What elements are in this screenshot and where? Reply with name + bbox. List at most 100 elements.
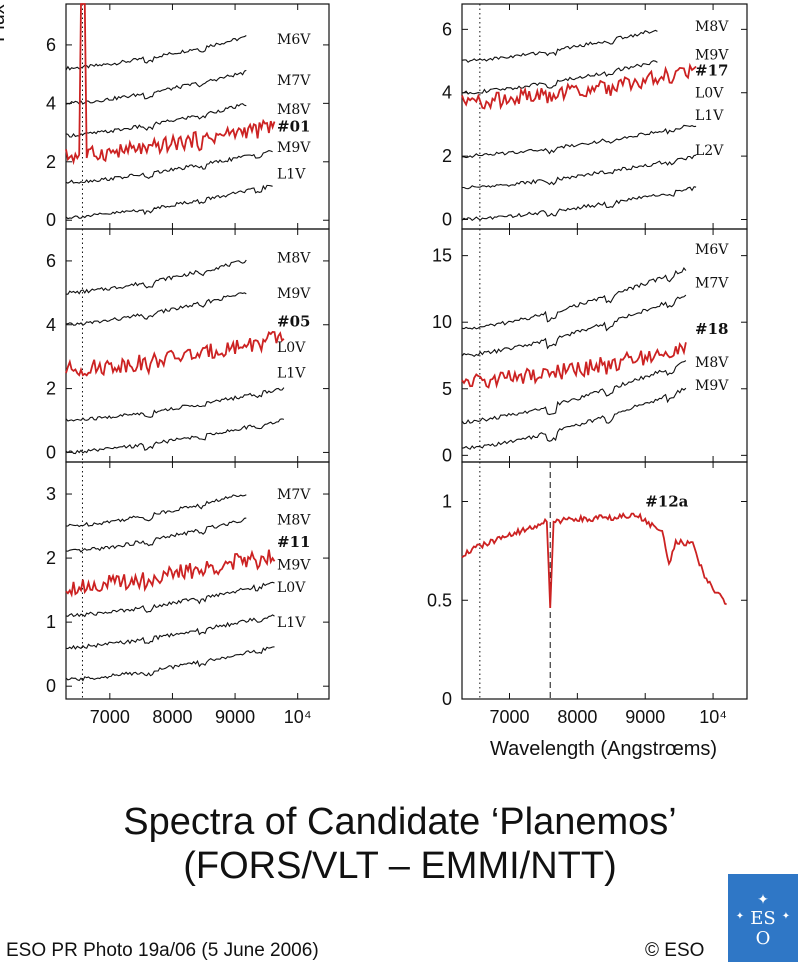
spectrum-M7V bbox=[65, 69, 247, 105]
x-tick-label: 8000 bbox=[557, 707, 597, 727]
x-tick-label: 10⁴ bbox=[284, 707, 312, 727]
spectrum-L1V bbox=[65, 418, 285, 455]
spectrum-M8V bbox=[461, 29, 658, 63]
series-label: L1V bbox=[277, 366, 306, 382]
series-label: L2V bbox=[695, 143, 724, 159]
series-label: M9V bbox=[277, 140, 311, 156]
spectrum-M7V bbox=[461, 294, 687, 357]
copyright-notice: © ESO bbox=[645, 940, 705, 961]
panel-frame bbox=[461, 461, 748, 700]
y-tick-label: 10 bbox=[432, 312, 452, 332]
y-tick-label: 1 bbox=[46, 612, 56, 632]
series-label: M8V bbox=[695, 19, 729, 35]
spectrum-M9V bbox=[461, 60, 658, 95]
y-tick-label: 4 bbox=[46, 315, 56, 335]
y-tick-label: 0.5 bbox=[427, 590, 452, 610]
series-label: M9V bbox=[695, 378, 729, 394]
photo-caption: ESO PR Photo 19a/06 (5 June 2006) bbox=[6, 940, 319, 961]
y-tick-label: 6 bbox=[442, 19, 452, 39]
panel-5: 0 5 10 15 M6V M7V #18 M8V M9V bbox=[432, 228, 748, 465]
series-label: M7V bbox=[695, 275, 729, 291]
panel-frame bbox=[65, 461, 330, 700]
y-tick-label: 0 bbox=[442, 689, 452, 709]
series-label: L0V bbox=[277, 340, 306, 356]
y-tick-label: 2 bbox=[46, 379, 56, 399]
figure-title-line1: Spectra of Candidate ‘Planemos’ bbox=[123, 801, 677, 843]
x-tick-label: 9000 bbox=[215, 707, 255, 727]
panel-4: 0 2 4 6 M8V M9V#17 L0V L1V L2V bbox=[442, 3, 748, 230]
series-label: M7V bbox=[277, 487, 311, 503]
x-tick-label: 8000 bbox=[152, 707, 192, 727]
y-tick-label: 4 bbox=[442, 83, 452, 103]
series-label: M9V bbox=[277, 286, 311, 302]
spectrum-L1V bbox=[65, 184, 273, 220]
y-tick-label: 15 bbox=[432, 246, 452, 266]
eso-logo-icon: ✦ ES O ✦ ✦ bbox=[728, 874, 798, 962]
spectrum-obj-18 bbox=[461, 341, 687, 389]
svg-text:✦: ✦ bbox=[782, 911, 790, 922]
y-tick-label: 0 bbox=[442, 445, 452, 465]
series-label: M8V bbox=[277, 513, 311, 529]
y-tick-label: 4 bbox=[46, 93, 56, 113]
spectrum-obj-05 bbox=[65, 330, 285, 377]
y-tick-label: 2 bbox=[46, 152, 56, 172]
spectrum-obj-01 bbox=[65, 3, 276, 166]
y-tick-label: 2 bbox=[442, 146, 452, 166]
series-label: M6V bbox=[277, 32, 311, 48]
series-label: L0V bbox=[277, 580, 306, 596]
spectrum-M7V bbox=[65, 494, 247, 528]
spectrum-M6V bbox=[461, 266, 687, 330]
series-label: L0V bbox=[695, 86, 724, 102]
spectrum-obj-12a bbox=[461, 512, 727, 609]
x-tick-label: 10⁴ bbox=[699, 707, 727, 727]
spectrum-L0V bbox=[462, 124, 697, 159]
series-label: M8V bbox=[695, 355, 729, 371]
panel-1: 0 2 4 6 M6V M7V M8V#01 M9V L1V bbox=[46, 3, 330, 230]
series-label: L1V bbox=[277, 615, 306, 631]
spectrum-obj-17 bbox=[461, 62, 697, 111]
series-label: #17 bbox=[695, 62, 728, 80]
panel-2: 0 2 4 6 M8V M9V #05 L0V L1V bbox=[46, 228, 330, 463]
spectrum-L1V bbox=[65, 646, 275, 682]
spectrum-L1V bbox=[462, 154, 697, 190]
x-tick-label: 7000 bbox=[489, 707, 529, 727]
svg-text:✦: ✦ bbox=[736, 911, 744, 922]
figure-title-line2: (FORS/VLT – EMMI/NTT) bbox=[183, 845, 617, 887]
y-tick-label: 5 bbox=[442, 379, 452, 399]
series-label: M9V bbox=[277, 557, 311, 573]
y-tick-label: 0 bbox=[46, 676, 56, 696]
series-label: M9V bbox=[695, 48, 729, 64]
spectrum-M9V bbox=[461, 387, 687, 450]
x-axis-label: Wavelength (Angstrœms) bbox=[490, 738, 718, 760]
y-tick-label: 3 bbox=[46, 484, 56, 504]
spectrum-M6V bbox=[65, 35, 247, 71]
svg-text:✦: ✦ bbox=[757, 892, 769, 908]
series-label: M6V bbox=[695, 242, 729, 258]
series-label: L1V bbox=[277, 166, 306, 182]
spectrum-M9V bbox=[65, 150, 273, 184]
series-label: M7V bbox=[277, 73, 311, 89]
series-label: L1V bbox=[695, 108, 724, 124]
panel-3: 7000 8000 9000 10⁴ 0 1 2 3 M7V M8V #11 M9V L0V L1V bbox=[46, 461, 330, 727]
y-tick-label: 6 bbox=[46, 35, 56, 55]
y-tick-label: 2 bbox=[46, 548, 56, 568]
series-label: #05 bbox=[277, 313, 310, 331]
y-axis-label: Flux bbox=[0, 4, 9, 42]
spectrum-M9V bbox=[65, 292, 247, 327]
y-tick-label: 1 bbox=[442, 492, 452, 512]
spectrum-M8V bbox=[66, 259, 247, 295]
x-tick-label: 9000 bbox=[625, 707, 665, 727]
series-label: #12a bbox=[645, 493, 688, 511]
y-tick-label: 6 bbox=[46, 251, 56, 271]
panel-frame bbox=[461, 228, 748, 463]
series-label: #01 bbox=[277, 118, 310, 136]
spectrum-L0V bbox=[65, 614, 275, 650]
panel-6: 7000 8000 9000 10⁴ 0 0.5 1 #12a bbox=[427, 461, 748, 727]
y-tick-label: 0 bbox=[442, 209, 452, 229]
spectrum-M8V bbox=[461, 360, 687, 425]
spectrum-M8V bbox=[65, 103, 247, 138]
spectrum-M9V bbox=[65, 581, 275, 618]
series-label: M8V bbox=[277, 102, 311, 118]
y-tick-label: 0 bbox=[46, 442, 56, 462]
